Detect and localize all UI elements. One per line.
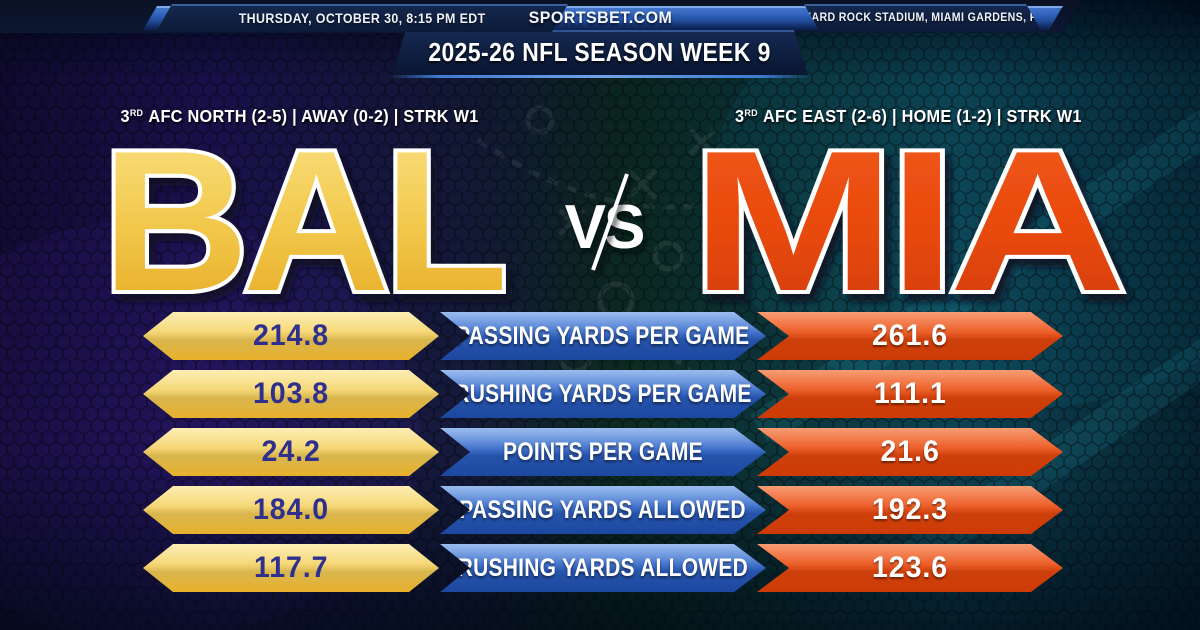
vs-badge: VS <box>565 173 645 271</box>
team-left-record: AFC NORTH (2-5) | AWAY (0-2) | STRK W1 <box>144 105 480 126</box>
vs-label: VS <box>565 193 644 262</box>
stat-label: RUSHING YARDS ALLOWED <box>440 544 766 592</box>
game-datetime: THURSDAY, OCTOBER 30, 8:15 PM EDT <box>156 4 568 32</box>
venue: HARD ROCK STADIUM, MIAMI GARDENS, FL <box>804 4 1042 32</box>
team-left-abbr: BAL <box>102 110 503 333</box>
stat-value-left: 103.8 <box>143 370 439 418</box>
stat-value-right: 192.3 <box>757 486 1063 534</box>
team-left-info: 3RD AFC NORTH (2-5) | AWAY (0-2) | STRK … <box>60 103 540 129</box>
stat-value-right: 111.1 <box>757 370 1063 418</box>
team-right-info: 3RD AFC EAST (2-6) | HOME (1-2) | STRK W… <box>668 103 1148 129</box>
stat-value-left: 117.7 <box>143 544 439 592</box>
venue-label: HARD ROCK STADIUM, MIAMI GARDENS, FL <box>803 12 1043 24</box>
stat-label: RUSHING YARDS PER GAME <box>440 370 766 418</box>
stat-row: 117.7 RUSHING YARDS ALLOWED 123.6 <box>0 544 1200 592</box>
team-right-record: AFC EAST (2-6) | HOME (1-2) | STRK W1 <box>758 105 1082 126</box>
stat-row: 214.8 PASSING YARDS PER GAME 261.6 <box>0 312 1200 360</box>
stat-value-left: 214.8 <box>143 312 439 360</box>
stat-value-right: 261.6 <box>757 312 1063 360</box>
team-right-name: MIA <box>687 106 1131 337</box>
stat-row: 24.2 POINTS PER GAME 21.6 <box>0 428 1200 476</box>
team-right-rank-suffix: RD <box>743 108 758 120</box>
stat-label: POINTS PER GAME <box>440 428 766 476</box>
team-left-name: BAL <box>98 106 513 337</box>
title-banner: 2025-26 NFL SEASON WEEK 9 <box>392 30 808 75</box>
team-left-rank: 3 <box>120 105 131 126</box>
stat-label: PASSING YARDS PER GAME <box>440 312 766 360</box>
team-left-rank-suffix: RD <box>130 108 144 120</box>
stat-value-right: 123.6 <box>757 544 1063 592</box>
site-brand-label: SPORTSBET.COM <box>528 8 672 27</box>
game-datetime-label: THURSDAY, OCTOBER 30, 8:15 PM EDT <box>238 10 486 26</box>
stat-value-left: 24.2 <box>143 428 439 476</box>
page-title: 2025-26 NFL SEASON WEEK 9 <box>428 37 772 67</box>
stat-value-left: 184.0 <box>143 486 439 534</box>
team-right-abbr: MIA <box>691 110 1121 333</box>
stat-label: PASSING YARDS ALLOWED <box>440 486 766 534</box>
stat-value-right: 21.6 <box>757 428 1063 476</box>
team-right-rank: 3 <box>734 105 744 126</box>
site-brand: SPORTSBET.COM <box>440 7 760 29</box>
stat-row: 103.8 RUSHING YARDS PER GAME 111.1 <box>0 370 1200 418</box>
stat-row: 184.0 PASSING YARDS ALLOWED 192.3 <box>0 486 1200 534</box>
vs-slash <box>591 173 629 271</box>
banner-underline <box>388 75 812 78</box>
